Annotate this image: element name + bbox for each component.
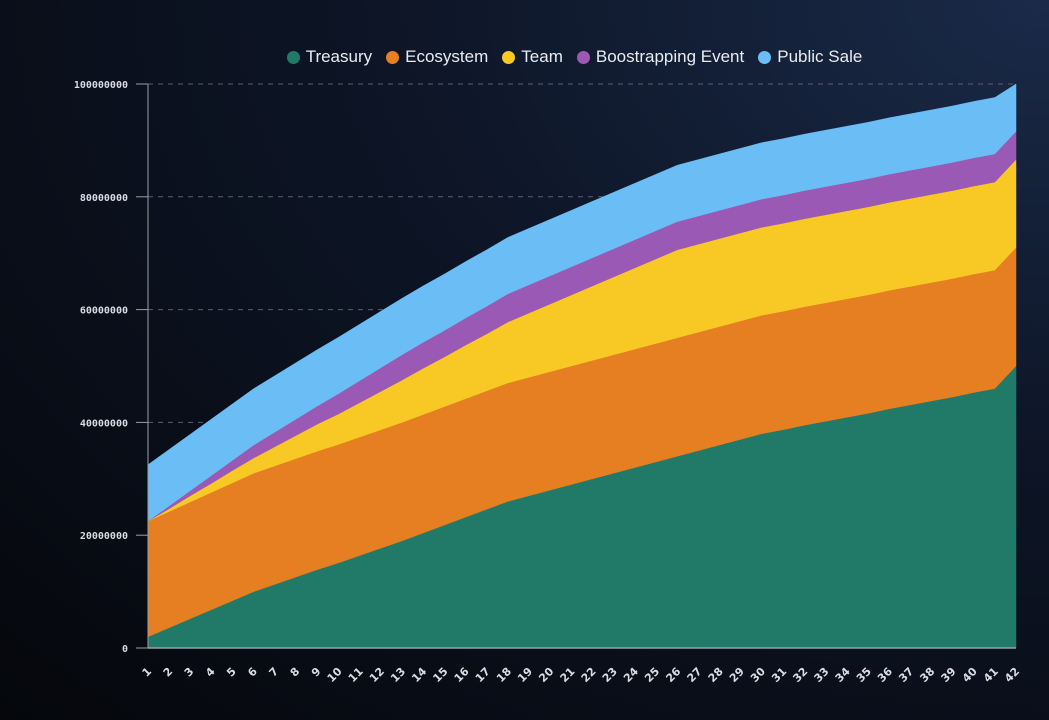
x-tick-label: 11 — [346, 665, 366, 685]
x-tick-label: 29 — [727, 665, 747, 685]
legend-label: Ecosystem — [405, 47, 489, 66]
x-tick-label: 38 — [917, 665, 937, 685]
x-tick-label: 6 — [245, 665, 260, 680]
x-tick-label: 9 — [309, 665, 324, 680]
x-tick-label: 24 — [621, 665, 641, 685]
legend-dot-icon — [386, 50, 400, 64]
x-tick-label: 19 — [515, 665, 535, 685]
x-tick-label: 31 — [769, 665, 789, 685]
legend-item-treasury[interactable]: Treasury — [286, 47, 373, 67]
legend-label: Treasury — [305, 47, 373, 66]
x-tick-label: 12 — [367, 665, 387, 685]
x-tick-label: 22 — [579, 665, 599, 685]
x-tick-label: 8 — [288, 665, 303, 680]
legend-label: Boostrapping Event — [595, 47, 745, 66]
x-tick-label: 1 — [140, 665, 155, 680]
y-tick-label: 20000000 — [80, 531, 128, 542]
legend-item-team[interactable]: Team — [502, 47, 563, 67]
x-tick-label: 30 — [748, 665, 768, 685]
chart-legend: Treasury Ecosystem Team Boostrapping Event P… — [0, 47, 1049, 67]
y-tick-label: 0 — [122, 644, 128, 655]
legend-item-public-sale[interactable]: Public Sale — [758, 47, 862, 67]
x-tick-label: 25 — [642, 665, 662, 685]
x-tick-label: 42 — [1002, 665, 1022, 685]
x-tick-label: 36 — [875, 665, 895, 685]
x-tick-label: 27 — [685, 665, 705, 685]
x-tick-label: 10 — [325, 665, 345, 685]
x-tick-label: 20 — [536, 665, 556, 685]
x-tick-label: 14 — [409, 665, 429, 685]
legend-dot-icon — [576, 50, 590, 64]
area-public-sale — [147, 83, 1017, 522]
legend-dot-icon — [758, 50, 772, 64]
legend-item-boostrapping-event[interactable]: Boostrapping Event — [576, 47, 745, 67]
x-tick-label: 23 — [600, 665, 620, 685]
x-tick-label: 21 — [558, 665, 578, 685]
y-tick-label: 40000000 — [80, 418, 128, 429]
x-tick-label: 3 — [182, 665, 197, 680]
x-tick-label: 2 — [161, 665, 176, 680]
x-tick-label: 18 — [494, 665, 514, 685]
x-tick-label: 7 — [267, 665, 282, 680]
x-tick-label: 41 — [981, 665, 1001, 685]
y-tick-label: 100000000 — [74, 80, 128, 91]
legend-dot-icon — [502, 50, 516, 64]
legend-item-ecosystem[interactable]: Ecosystem — [386, 47, 488, 67]
x-tick-label: 4 — [203, 665, 218, 680]
legend-dot-icon — [286, 50, 300, 64]
x-tick-label: 15 — [430, 665, 450, 685]
x-tick-label: 26 — [663, 665, 683, 685]
x-tick-label: 16 — [452, 665, 472, 685]
x-tick-label: 34 — [833, 665, 853, 685]
x-tick-label: 17 — [473, 665, 493, 685]
x-tick-label: 28 — [706, 665, 726, 685]
x-tick-label: 39 — [939, 665, 959, 685]
x-tick-label: 32 — [790, 665, 810, 685]
x-tick-label: 40 — [960, 665, 980, 685]
y-tick-label: 60000000 — [80, 306, 128, 317]
legend-label: Team — [521, 47, 563, 66]
legend-label: Public Sale — [777, 47, 863, 66]
x-tick-label: 13 — [388, 665, 408, 685]
x-tick-label: 33 — [812, 665, 832, 685]
x-tick-label: 5 — [224, 665, 239, 680]
x-tick-label: 37 — [896, 665, 916, 685]
x-tick-label: 35 — [854, 665, 874, 685]
y-tick-label: 80000000 — [80, 193, 128, 204]
